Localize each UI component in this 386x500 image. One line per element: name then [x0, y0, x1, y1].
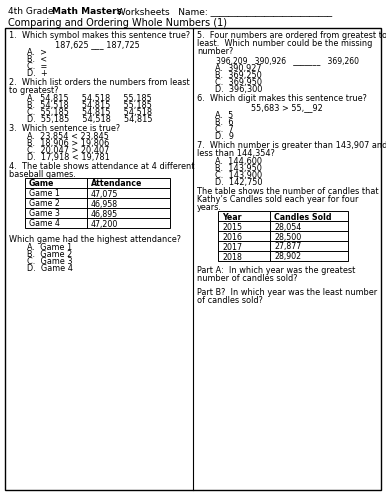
Text: A.  Game 1: A. Game 1 [27, 243, 72, 252]
Text: C.  =: C. = [27, 62, 47, 71]
Text: Attendance: Attendance [91, 180, 142, 188]
Text: D.  142,750: D. 142,750 [215, 178, 262, 187]
Text: 5.  Four numbers are ordered from greatest to: 5. Four numbers are ordered from greates… [197, 31, 386, 40]
Text: 4.  The table shows attendance at 4 different: 4. The table shows attendance at 4 diffe… [9, 162, 195, 171]
Text: Year: Year [222, 212, 242, 222]
Bar [25, 178, 170, 188]
Text: C.  Game 3: C. Game 3 [27, 257, 73, 266]
Text: number?: number? [197, 47, 233, 56]
Text: of candles sold?: of candles sold? [197, 296, 263, 305]
Text: 1.  Which symbol makes this sentence true?: 1. Which symbol makes this sentence true… [9, 31, 190, 40]
Text: Part A:  In which year was the greatest: Part A: In which year was the greatest [197, 266, 356, 275]
Text: 2015: 2015 [222, 222, 242, 232]
Text: Game 4: Game 4 [29, 220, 60, 228]
Text: Kathy’s Candles sold each year for four: Kathy’s Candles sold each year for four [197, 195, 358, 204]
Text: 7.  Which number is greater than 143,907 and: 7. Which number is greater than 143,907 … [197, 141, 386, 150]
Text: A.  390,927: A. 390,927 [215, 64, 261, 73]
Text: Game 1: Game 1 [29, 190, 60, 198]
Text: 28,500: 28,500 [274, 232, 301, 241]
Bar [25, 188, 170, 198]
Text: Worksheets   Name: ___________________________: Worksheets Name: _______________________… [114, 7, 332, 16]
Text: 46,895: 46,895 [91, 210, 118, 218]
Text: B.  18,906 > 19,806: B. 18,906 > 19,806 [27, 139, 109, 148]
Text: 28,902: 28,902 [274, 252, 301, 262]
Text: D.  396,300: D. 396,300 [215, 85, 262, 94]
Text: C.  7: C. 7 [215, 125, 234, 134]
Text: C.  55,185     54,815     54,518: C. 55,185 54,815 54,518 [27, 108, 152, 117]
Text: Math Masters: Math Masters [52, 7, 122, 16]
Text: Which game had the highest attendance?: Which game had the highest attendance? [9, 235, 181, 244]
Text: B.  6: B. 6 [215, 118, 234, 127]
Text: Candles Sold: Candles Sold [274, 212, 332, 222]
Text: B.  <: B. < [27, 55, 47, 64]
Text: A.  23,854 < 23,845: A. 23,854 < 23,845 [27, 132, 109, 141]
Text: 187,625 ___ 187,725: 187,625 ___ 187,725 [55, 40, 139, 49]
Text: 28,054: 28,054 [274, 222, 301, 232]
Text: less than 144,354?: less than 144,354? [197, 149, 275, 158]
Text: Comparing and Ordering Whole Numbers (1): Comparing and Ordering Whole Numbers (1) [8, 18, 227, 28]
Bar [218, 251, 348, 261]
Text: 396,209   390,926   _______   369,260: 396,209 390,926 _______ 369,260 [215, 56, 359, 65]
Text: 4th Grade: 4th Grade [8, 7, 56, 16]
Bar [218, 231, 348, 241]
Text: 2.  Which list orders the numbers from least: 2. Which list orders the numbers from le… [9, 78, 190, 87]
Text: B.  369,250: B. 369,250 [215, 71, 262, 80]
Text: B.  143,950: B. 143,950 [215, 164, 262, 173]
Text: The table shows the number of candles that: The table shows the number of candles th… [197, 187, 379, 196]
Text: 6.  Which digit makes this sentence true?: 6. Which digit makes this sentence true? [197, 94, 367, 103]
Text: 55,683 > 55,__92: 55,683 > 55,__92 [251, 103, 323, 112]
Text: A.  144,600: A. 144,600 [215, 157, 262, 166]
Text: to greatest?: to greatest? [9, 86, 59, 95]
Text: 46,958: 46,958 [91, 200, 118, 208]
Text: D.  17,918 < 19,781: D. 17,918 < 19,781 [27, 153, 110, 162]
Text: 47,200: 47,200 [91, 220, 119, 228]
Text: 2018: 2018 [222, 252, 242, 262]
Text: D.  +: D. + [27, 69, 48, 78]
Text: number of candles sold?: number of candles sold? [197, 274, 298, 283]
Bar [218, 211, 348, 221]
Text: D.  9: D. 9 [215, 132, 234, 141]
Bar [218, 241, 348, 251]
Text: Game 3: Game 3 [29, 210, 60, 218]
Text: D.  Game 4: D. Game 4 [27, 264, 73, 273]
Text: A.  >: A. > [27, 48, 47, 57]
Text: D.  55,185     54,518     54,815: D. 55,185 54,518 54,815 [27, 115, 152, 124]
Text: B.  Game 2: B. Game 2 [27, 250, 72, 259]
Bar [25, 218, 170, 228]
Text: Game: Game [29, 180, 54, 188]
Text: 2017: 2017 [222, 242, 242, 252]
Text: A.  5: A. 5 [215, 111, 233, 120]
Text: C.  369,950: C. 369,950 [215, 78, 262, 87]
Text: least.  Which number could be the missing: least. Which number could be the missing [197, 39, 372, 48]
Text: B.  54,518     54,815     55,185: B. 54,518 54,815 55,185 [27, 101, 152, 110]
Text: 27,877: 27,877 [274, 242, 301, 252]
Text: 2016: 2016 [222, 232, 242, 241]
Text: Part B?  In which year was the least number: Part B? In which year was the least numb… [197, 288, 377, 297]
Text: baseball games.: baseball games. [9, 170, 76, 179]
Text: years.: years. [197, 203, 222, 212]
Text: C.  143,900: C. 143,900 [215, 171, 262, 180]
Bar [25, 198, 170, 208]
Bar [218, 221, 348, 231]
Text: 3.  Which sentence is true?: 3. Which sentence is true? [9, 124, 120, 133]
Text: 47,075: 47,075 [91, 190, 119, 198]
Text: C.  20,047 > 20,407: C. 20,047 > 20,407 [27, 146, 109, 155]
Text: Game 2: Game 2 [29, 200, 60, 208]
Bar [25, 208, 170, 218]
Text: A.  54,815     54,518     55,185: A. 54,815 54,518 55,185 [27, 94, 152, 103]
